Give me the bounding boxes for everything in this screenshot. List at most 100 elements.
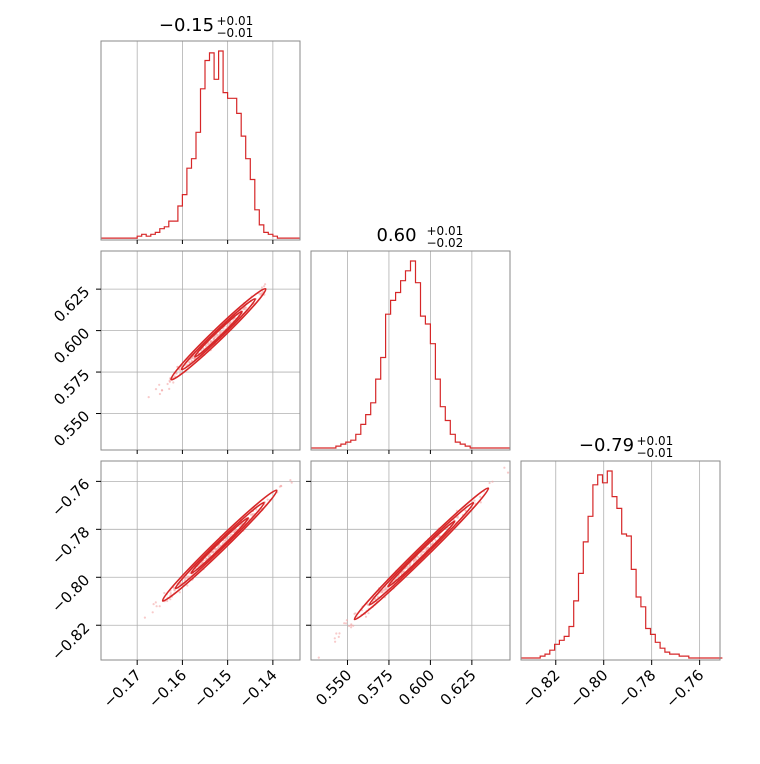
sample-point (383, 590, 385, 592)
sample-point (213, 337, 215, 339)
sample-point (263, 285, 265, 287)
x-tick-label: −0.14 (235, 666, 280, 711)
pair-panel-1 (101, 251, 300, 450)
sample-point (473, 500, 475, 502)
sample-point (334, 637, 336, 639)
x-tick-label: −0.16 (145, 666, 190, 711)
sample-point (170, 592, 172, 594)
y-tick-label: 0.625 (50, 283, 93, 326)
sample-point (507, 472, 509, 474)
sample-point (318, 657, 320, 659)
sample-point (354, 612, 356, 614)
param-title-minus: −0.01 (637, 446, 674, 460)
sample-point (230, 534, 232, 536)
param-title-value: 0.60 (376, 225, 416, 246)
x-tick-label: 0.575 (354, 666, 397, 709)
hist-panel-3 (521, 461, 722, 660)
param-title-value: −0.15 (159, 15, 214, 36)
sample-point (338, 636, 340, 638)
sample-point (367, 612, 369, 614)
hist-panel-2-frame (311, 251, 510, 450)
sample-point (503, 467, 505, 469)
sample-point (289, 479, 291, 481)
x-tick-label: 0.625 (437, 666, 480, 709)
y-tick-label: −0.80 (48, 571, 93, 616)
sample-point (267, 499, 269, 501)
sample-point (279, 486, 281, 488)
sample-point (217, 546, 219, 548)
x-tick-label: 0.600 (395, 666, 438, 709)
x-tick-label: −0.15 (190, 666, 235, 711)
sample-point (491, 481, 493, 483)
sample-point (153, 603, 155, 605)
hist-panel-1-frame (101, 41, 300, 240)
sample-point (243, 308, 245, 310)
sample-point (334, 641, 336, 643)
sample-point (345, 622, 347, 624)
sample-point (420, 553, 422, 555)
sample-point (167, 383, 169, 385)
y-tick-label: −0.82 (48, 619, 93, 664)
histogram-step (101, 51, 300, 238)
sample-point (161, 389, 163, 391)
x-tick-label: −0.78 (614, 666, 659, 711)
sample-point (251, 513, 253, 515)
y-tick-label: −0.76 (48, 475, 93, 520)
sample-point (172, 381, 174, 383)
y-tick-label: 0.600 (50, 324, 93, 367)
pair-panel-3 (311, 461, 510, 660)
sample-point (163, 592, 165, 594)
sample-point (158, 384, 160, 386)
sample-point (159, 393, 161, 395)
sample-point (480, 501, 482, 503)
sample-point (174, 589, 176, 591)
sample-point (365, 616, 367, 618)
sample-point (186, 576, 188, 578)
y-tick-label: 0.575 (50, 366, 93, 409)
sample-point (346, 619, 348, 621)
sample-point (352, 625, 354, 627)
hist-panel-1 (101, 41, 300, 240)
sample-point (335, 632, 337, 634)
sample-point (264, 283, 266, 285)
sample-point (144, 617, 146, 619)
sample-point (215, 548, 217, 550)
sample-point (169, 381, 171, 383)
hist-panel-2 (311, 251, 510, 450)
x-tick-label: −0.80 (566, 666, 611, 711)
sample-point (422, 551, 424, 553)
sample-point (350, 623, 352, 625)
x-tick-label: −0.76 (662, 666, 707, 711)
histogram-step (311, 261, 510, 448)
x-tick-label: 0.550 (312, 666, 355, 709)
sample-point (260, 292, 262, 294)
sample-point (179, 591, 181, 593)
sample-point (338, 632, 340, 634)
pair-panel-2 (101, 461, 300, 660)
y-tick-label: −0.78 (48, 523, 93, 568)
sample-point (148, 396, 150, 398)
sample-point (155, 388, 157, 390)
sample-point (350, 626, 352, 628)
sample-point (169, 598, 171, 600)
sample-point (228, 536, 230, 538)
x-tick-label: −0.17 (100, 666, 145, 711)
histogram-step (521, 471, 722, 658)
sample-point (261, 286, 263, 288)
x-tick-label: −0.82 (518, 666, 563, 711)
sample-point (174, 375, 176, 377)
sample-point (227, 325, 229, 327)
sample-point (159, 605, 161, 607)
sample-point (348, 625, 350, 627)
param-title-minus: −0.01 (217, 26, 254, 40)
sample-point (156, 605, 158, 607)
hist-panel-3-frame (521, 461, 720, 660)
sample-point (479, 496, 481, 498)
sample-point (489, 482, 491, 484)
sample-point (291, 482, 293, 484)
sample-point (343, 622, 345, 624)
sample-point (168, 388, 170, 390)
sample-point (152, 611, 154, 613)
